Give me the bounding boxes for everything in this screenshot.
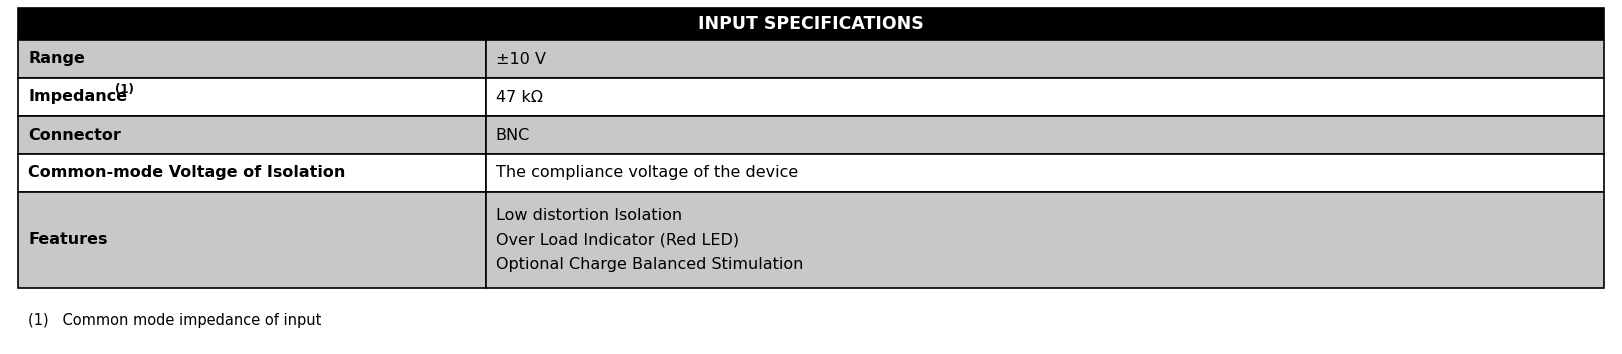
Text: (1): (1) bbox=[115, 82, 135, 96]
Text: Optional Charge Balanced Stimulation: Optional Charge Balanced Stimulation bbox=[496, 257, 803, 272]
Text: (1)   Common mode impedance of input: (1) Common mode impedance of input bbox=[28, 313, 321, 327]
Bar bbox=[487, 78, 1604, 116]
Text: Common-mode Voltage of Isolation: Common-mode Voltage of Isolation bbox=[28, 166, 345, 181]
Text: The compliance voltage of the device: The compliance voltage of the device bbox=[496, 166, 798, 181]
Text: Impedance: Impedance bbox=[28, 90, 127, 104]
Text: ±10 V: ±10 V bbox=[496, 51, 547, 67]
Text: Low distortion Isolation: Low distortion Isolation bbox=[496, 209, 681, 223]
Text: BNC: BNC bbox=[496, 127, 530, 143]
Bar bbox=[487, 192, 1604, 288]
Bar bbox=[487, 40, 1604, 78]
Bar bbox=[18, 40, 487, 78]
Bar bbox=[487, 154, 1604, 192]
Text: Over Load Indicator (Red LED): Over Load Indicator (Red LED) bbox=[496, 233, 740, 247]
Bar bbox=[18, 154, 487, 192]
Bar bbox=[487, 116, 1604, 154]
Bar bbox=[18, 78, 487, 116]
Text: Connector: Connector bbox=[28, 127, 122, 143]
Text: INPUT SPECIFICATIONS: INPUT SPECIFICATIONS bbox=[697, 15, 925, 33]
Bar bbox=[18, 116, 487, 154]
Text: Features: Features bbox=[28, 233, 107, 247]
Bar bbox=[18, 192, 487, 288]
Text: Range: Range bbox=[28, 51, 84, 67]
Bar bbox=[18, 8, 1604, 40]
Text: 47 kΩ: 47 kΩ bbox=[496, 90, 543, 104]
